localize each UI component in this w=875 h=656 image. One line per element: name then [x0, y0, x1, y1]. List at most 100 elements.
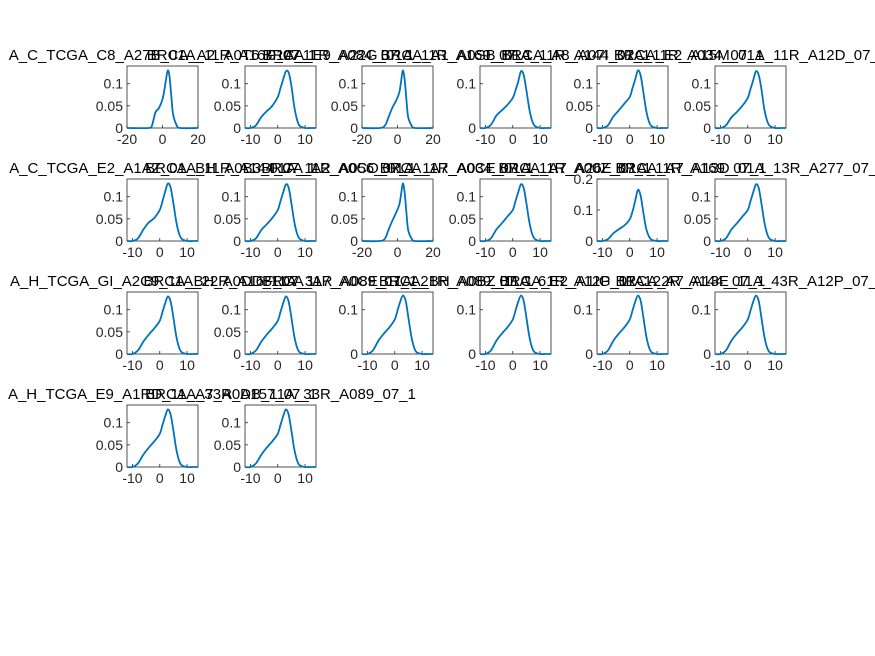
subplot-title: A_C_TCGA_C8_A27B_01A_11R_A16F_07_1	[9, 47, 316, 64]
x-tick-label: -10	[475, 131, 495, 147]
x-tick-label: -10	[710, 244, 730, 260]
x-tick-label: -10	[357, 357, 377, 373]
y-tick-label: 0.05	[214, 324, 241, 340]
subplot-title: BRCA_A7_A26E_01A_11R_A169_07_1	[498, 160, 766, 177]
density-curve	[126, 182, 198, 243]
x-tick-label: 0	[156, 244, 164, 260]
y-tick-label: 0.05	[214, 98, 241, 114]
y-tick-label: 0.1	[574, 202, 594, 218]
x-tick-label: -20	[352, 131, 372, 147]
axes-frame	[361, 291, 434, 355]
y-tick-label: 0.05	[331, 211, 358, 227]
axes-frame	[479, 178, 552, 242]
density-curve	[479, 70, 551, 130]
x-tick-label: -10	[592, 244, 612, 260]
x-tick-label: 0	[159, 131, 167, 147]
y-tick-label: 0	[233, 120, 241, 136]
x-tick-label: 0	[274, 357, 282, 373]
subplot-20: -10 0 1000.050.1BRCA_A7_A0DB_11A_33R_A089_…	[145, 386, 416, 486]
x-tick-label: -10	[592, 357, 612, 373]
y-tick-label: 0.05	[96, 211, 123, 227]
axes-frame	[126, 404, 199, 468]
x-tick-label: 10	[297, 470, 313, 486]
subplot-8: -10 0 1000.050.1BRCA_BH_A0B3_01A_11R_A056_…	[145, 160, 416, 260]
density-curve	[126, 295, 198, 356]
subplot-7: -10 0 1000.050.1A_C_TCGA_E2_A1AZ_01A_11R_A…	[9, 160, 316, 260]
subplot-3: -20 0 2000.050.1BRCA_E9_A22G_01A_11R_A169_…	[263, 47, 533, 147]
density-curve	[714, 70, 786, 130]
subplot-11: -10 0 1000.10.2BRCA_A7_A26E_01A_11R_A169_0…	[498, 160, 766, 260]
axes-frame	[126, 178, 199, 242]
y-tick-label: 0.05	[684, 98, 711, 114]
x-tick-label: 10	[532, 244, 548, 260]
y-tick-label: 0	[585, 233, 593, 249]
density-curve	[714, 183, 786, 243]
x-tick-label: 0	[509, 244, 517, 260]
y-tick-label: 0.1	[692, 189, 712, 205]
axes-frame	[479, 65, 552, 129]
y-tick-label: 0.05	[96, 437, 123, 453]
y-tick-label: 0	[233, 233, 241, 249]
y-tick-label: 0	[585, 346, 593, 362]
axes-frame	[714, 291, 787, 355]
axes-frame	[714, 65, 787, 129]
y-tick-label: 0	[703, 120, 711, 136]
x-tick-label: 0	[156, 357, 164, 373]
y-tick-label: 0	[350, 233, 358, 249]
density-curve	[126, 69, 199, 130]
y-tick-label: 0	[703, 233, 711, 249]
x-tick-label: -10	[240, 470, 260, 486]
x-tick-label: -10	[710, 131, 730, 147]
y-tick-label: 0.1	[457, 189, 477, 205]
subplot-title: BRCA_BH_A0BZ_11A_61R_A12P_07_1	[379, 273, 652, 290]
y-tick-label: 0.1	[574, 302, 594, 318]
x-tick-label: 0	[509, 131, 517, 147]
y-tick-label: 0.1	[692, 76, 712, 92]
y-tick-label: 0.05	[449, 211, 476, 227]
axes-frame	[126, 291, 199, 355]
x-tick-label: -10	[240, 357, 260, 373]
subplot-2: -10 0 1000.050.1BRCA_A2_A0T6_01A_11R_A084_…	[147, 47, 414, 147]
x-tick-label: 10	[649, 131, 665, 147]
x-tick-label: 20	[190, 131, 206, 147]
x-tick-label: 0	[744, 131, 752, 147]
subplot-title: BRCA_A7_A13E_11A_43R_A12P_07_1	[616, 273, 875, 290]
x-tick-label: 10	[179, 357, 195, 373]
axes-frame	[244, 178, 317, 242]
subplot-title: BRCA_A2_A0T6_01A_11R_A084_07_1	[147, 47, 414, 64]
y-tick-label: 0.1	[339, 302, 359, 318]
axes-frame	[244, 291, 317, 355]
x-tick-label: 10	[297, 131, 313, 147]
subplot-title: BRCA_E2_A15M_01A_11R_A12D_07_1	[614, 47, 875, 64]
x-tick-label: 0	[626, 244, 634, 260]
subplot-6: -10 0 1000.050.1BRCA_E2_A15M_01A_11R_A12D_…	[614, 47, 875, 147]
y-tick-label: 0.1	[339, 76, 359, 92]
x-tick-label: 0	[626, 357, 634, 373]
x-tick-label: 10	[297, 244, 313, 260]
x-tick-label: 10	[767, 131, 783, 147]
density-curve	[126, 408, 198, 469]
density-curve	[244, 408, 316, 469]
x-tick-label: -10	[710, 357, 730, 373]
y-tick-label: 0.1	[339, 189, 359, 205]
y-tick-label: 0.1	[222, 302, 242, 318]
x-tick-label: 10	[179, 470, 195, 486]
y-tick-label: 0	[585, 120, 593, 136]
y-tick-label: 0	[233, 459, 241, 475]
x-tick-label: -10	[592, 131, 612, 147]
x-tick-label: 0	[156, 470, 164, 486]
x-tick-label: 10	[767, 357, 783, 373]
density-curve	[361, 69, 434, 130]
y-tick-label: 0.1	[574, 76, 594, 92]
axes-frame	[479, 291, 552, 355]
subplot-title: A_C_TCGA_E2_A1AZ_01A_11R_A144_07_1	[9, 160, 316, 177]
subplot-title: BRCA_A7_A0CE_11A_21R_A089_07_1	[262, 273, 533, 290]
x-tick-label: 10	[179, 244, 195, 260]
x-tick-label: 10	[649, 357, 665, 373]
y-tick-label: 0.1	[222, 189, 242, 205]
subplot-1: -20 0 2000.050.1A_C_TCGA_C8_A27B_01A_11R_A…	[9, 47, 316, 147]
